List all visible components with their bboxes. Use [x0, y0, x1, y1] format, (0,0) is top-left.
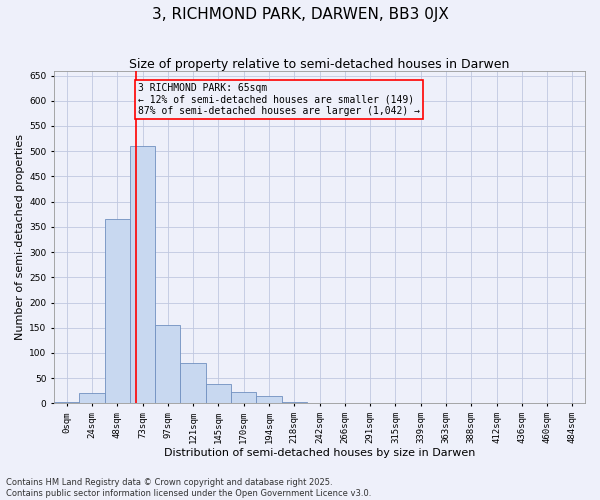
Bar [104, 220, 130, 404]
Bar [281, 402, 307, 404]
Bar [231, 392, 256, 404]
Bar [155, 326, 181, 404]
Text: Contains HM Land Registry data © Crown copyright and database right 2025.
Contai: Contains HM Land Registry data © Crown c… [6, 478, 371, 498]
Bar [256, 396, 281, 404]
Bar [54, 402, 79, 404]
Text: 3 RICHMOND PARK: 65sqm
← 12% of semi-detached houses are smaller (149)
87% of se: 3 RICHMOND PARK: 65sqm ← 12% of semi-det… [138, 83, 420, 116]
Bar [307, 403, 332, 404]
Bar [433, 403, 458, 404]
Text: 3, RICHMOND PARK, DARWEN, BB3 0JX: 3, RICHMOND PARK, DARWEN, BB3 0JX [152, 8, 448, 22]
X-axis label: Distribution of semi-detached houses by size in Darwen: Distribution of semi-detached houses by … [164, 448, 475, 458]
Bar [560, 403, 585, 404]
Bar [79, 394, 104, 404]
Bar [130, 146, 155, 404]
Bar [181, 363, 206, 404]
Bar [206, 384, 231, 404]
Title: Size of property relative to semi-detached houses in Darwen: Size of property relative to semi-detach… [130, 58, 510, 70]
Y-axis label: Number of semi-detached properties: Number of semi-detached properties [15, 134, 25, 340]
